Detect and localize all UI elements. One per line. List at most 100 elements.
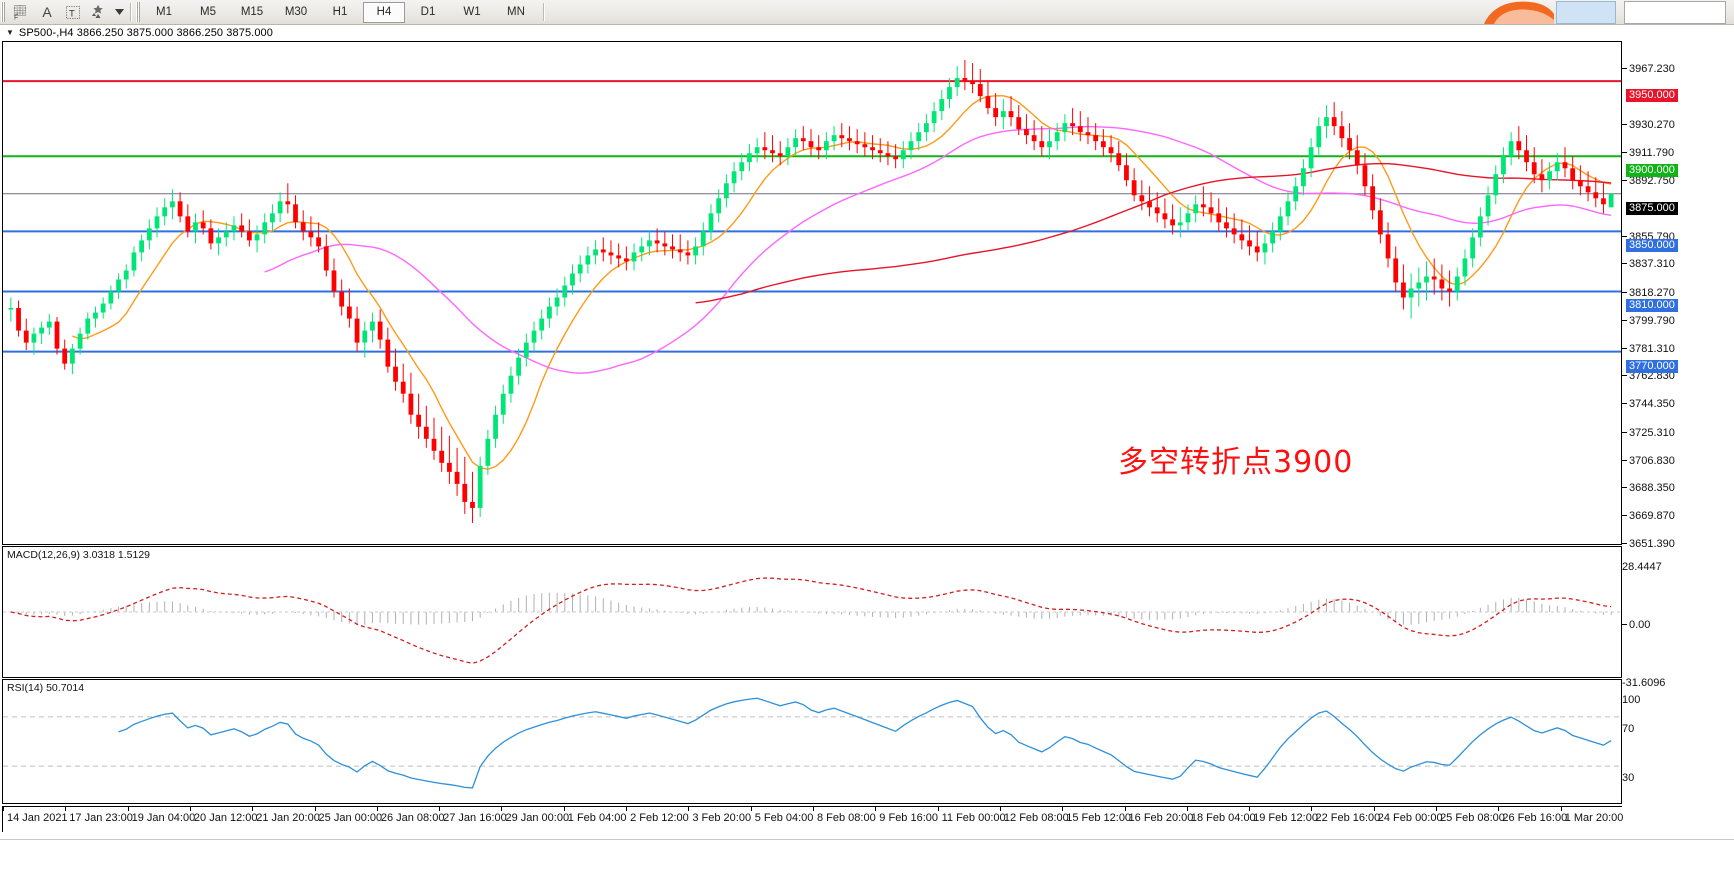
time-axis-label: 18 Feb 04:00 <box>1190 812 1256 824</box>
time-axis-label: 16 Feb 20:00 <box>1128 812 1194 824</box>
price-axis-tick: 3781.310 <box>1622 343 1675 355</box>
timeframe-group: M1 M5 M15 M30 H1 H4 D1 W1 MN <box>143 1 537 23</box>
time-axis-label: 26 Feb 16:00 <box>1502 812 1568 824</box>
timeframe-d1[interactable]: D1 <box>420 6 436 18</box>
time-axis-tick <box>1498 806 1500 811</box>
toolbar-drag-handle[interactable] <box>1 2 5 22</box>
toolbar-divider <box>130 3 131 21</box>
time-axis-tick <box>3 806 4 811</box>
time-axis-label: 9 Feb 16:00 <box>879 812 939 824</box>
symbol-dropdown-caret[interactable]: ▼ <box>6 28 14 37</box>
time-axis-tick <box>626 806 628 811</box>
main-toolbar: F A T M1 M5 M15 M30 H1 H4 D1 W1 MN <box>0 0 1734 25</box>
time-axis-tick <box>439 806 441 811</box>
time-axis-tick <box>1062 806 1064 811</box>
time-axis-label: 24 Feb 00:00 <box>1377 812 1443 824</box>
time-axis-tick <box>1436 806 1438 811</box>
time-axis-label: 25 Feb 08:00 <box>1440 812 1505 824</box>
toolbar-white-field[interactable] <box>1624 1 1726 24</box>
price-axis-tick: 3967.230 <box>1622 64 1675 75</box>
timeframe-h1[interactable]: H1 <box>332 6 348 18</box>
objects-icon[interactable] <box>86 2 112 23</box>
price-level-label-3900-000[interactable]: 3900.000 <box>1626 164 1678 178</box>
rsi-axis-tick: 30 <box>1622 772 1635 785</box>
time-axis-tick <box>937 806 939 811</box>
time-axis-tick <box>875 806 877 811</box>
text-box-icon[interactable]: T <box>60 2 86 23</box>
price-axis[interactable]: 3967.230 3930.270 3911.790 3892.750 3855.790… <box>1622 41 1732 804</box>
text-label-icon[interactable]: A <box>42 4 52 20</box>
time-axis-label: 19 Jan 04:00 <box>131 812 196 824</box>
chevron-down-icon[interactable] <box>112 2 126 23</box>
time-axis-label: 1 Feb 04:00 <box>567 812 627 824</box>
time-axis-label: 19 Feb 12:00 <box>1253 812 1318 824</box>
timeframe-m5[interactable]: M5 <box>200 6 216 18</box>
price-axis-tick: 3744.350 <box>1622 399 1675 410</box>
toolbar-divider-2 <box>543 3 544 21</box>
time-axis-tick <box>1124 806 1126 811</box>
bottom-divider <box>0 839 1734 840</box>
price-axis-tick: 3725.310 <box>1622 427 1675 439</box>
grid-f-icon[interactable]: F <box>8 2 34 23</box>
toolbar-orange-widget[interactable] <box>1484 0 1554 24</box>
time-axis-tick <box>1311 806 1313 811</box>
price-axis-tick: 3651.390 <box>1622 538 1675 550</box>
time-axis-tick <box>1249 806 1251 811</box>
price-axis-tick: 3818.270 <box>1622 288 1675 299</box>
price-axis-tick: 3669.870 <box>1622 511 1675 522</box>
macd-axis-tick: -31.6096 <box>1622 677 1666 689</box>
time-axis-tick <box>813 806 814 811</box>
time-axis-tick <box>1186 806 1188 811</box>
macd-axis-tick: 0.00 <box>1622 620 1650 631</box>
time-axis-tick <box>563 806 565 811</box>
toolbar-blue-field[interactable] <box>1556 1 1616 24</box>
macd-label: MACD(12,26,9) 3.0318 1.5129 <box>7 549 151 561</box>
price-level-label-3810-000[interactable]: 3810.000 <box>1626 299 1678 313</box>
timeframe-m15[interactable]: M15 <box>240 6 264 18</box>
time-axis-tick <box>252 806 254 811</box>
symbol-info-bar: ▼ SP500-,H4 3866.250 3875.000 3866.250 3… <box>0 25 1734 40</box>
price-axis-tick: 3892.750 <box>1622 176 1675 187</box>
price-level-label-3770-000[interactable]: 3770.000 <box>1626 359 1678 373</box>
chart-frame: 多空转折点3900 MACD(12,26,9) 3.0318 1.5129 RS… <box>0 27 1734 895</box>
timeframe-h4[interactable]: H4 <box>363 1 405 23</box>
timeframe-mn[interactable]: MN <box>507 6 525 18</box>
time-axis-tick <box>65 806 67 811</box>
rsi-label: RSI(14) 50.7014 <box>7 682 85 694</box>
svg-text:T: T <box>69 8 75 19</box>
time-axis-label: 2 Feb 12:00 <box>630 812 689 824</box>
time-axis-tick <box>1560 806 1562 811</box>
rsi-pane[interactable]: RSI(14) 50.7014 <box>2 679 1622 804</box>
time-axis-label: 17 Jan 23:00 <box>69 812 133 824</box>
price-level-label-3850-000[interactable]: 3850.000 <box>1626 239 1678 253</box>
price-chart-pane[interactable]: 多空转折点3900 <box>2 41 1622 545</box>
price-axis-tick: 3688.350 <box>1622 483 1675 494</box>
price-level-label-3875-000[interactable]: 3875.000 <box>1626 201 1678 215</box>
time-axis[interactable]: 14 Jan 2021 17 Jan 23:00 19 Jan 04:00 20 Ja… <box>2 806 1624 832</box>
timeframe-m30[interactable]: M30 <box>284 6 308 18</box>
price-axis-tick: 3855.790 <box>1622 231 1675 243</box>
time-axis-label: 14 Jan 2021 <box>7 812 68 824</box>
time-axis-label: 22 Feb 16:00 <box>1315 812 1381 824</box>
time-axis-label: 12 Feb 08:00 <box>1003 812 1069 824</box>
time-axis-tick <box>189 806 191 811</box>
symbol-ohlc-text: SP500-,H4 3866.250 3875.000 3866.250 387… <box>18 26 273 39</box>
price-level-label-3950-000[interactable]: 3950.000 <box>1626 89 1678 103</box>
price-plot <box>3 42 1621 544</box>
time-axis-label: 26 Jan 08:00 <box>380 812 445 824</box>
time-axis-tick <box>376 806 378 811</box>
timeframe-w1[interactable]: W1 <box>463 6 481 18</box>
time-axis-label: 21 Jan 20:00 <box>256 812 320 824</box>
timeframe-drag-handle[interactable] <box>136 2 140 22</box>
time-axis-tick <box>688 806 690 811</box>
macd-pane[interactable]: MACD(12,26,9) 3.0318 1.5129 <box>2 546 1622 678</box>
time-axis-label: 1 Mar 20:00 <box>1564 812 1624 824</box>
price-axis-tick: 3799.790 <box>1622 315 1675 327</box>
rsi-axis-tick: 70 <box>1622 722 1635 735</box>
rsi-axis-tick: 100 <box>1622 694 1641 706</box>
time-axis-tick <box>314 806 316 811</box>
timeframe-m1[interactable]: M1 <box>156 6 172 18</box>
time-axis-line <box>3 806 1622 807</box>
time-axis-tick <box>127 806 129 811</box>
time-axis-tick <box>501 806 503 811</box>
